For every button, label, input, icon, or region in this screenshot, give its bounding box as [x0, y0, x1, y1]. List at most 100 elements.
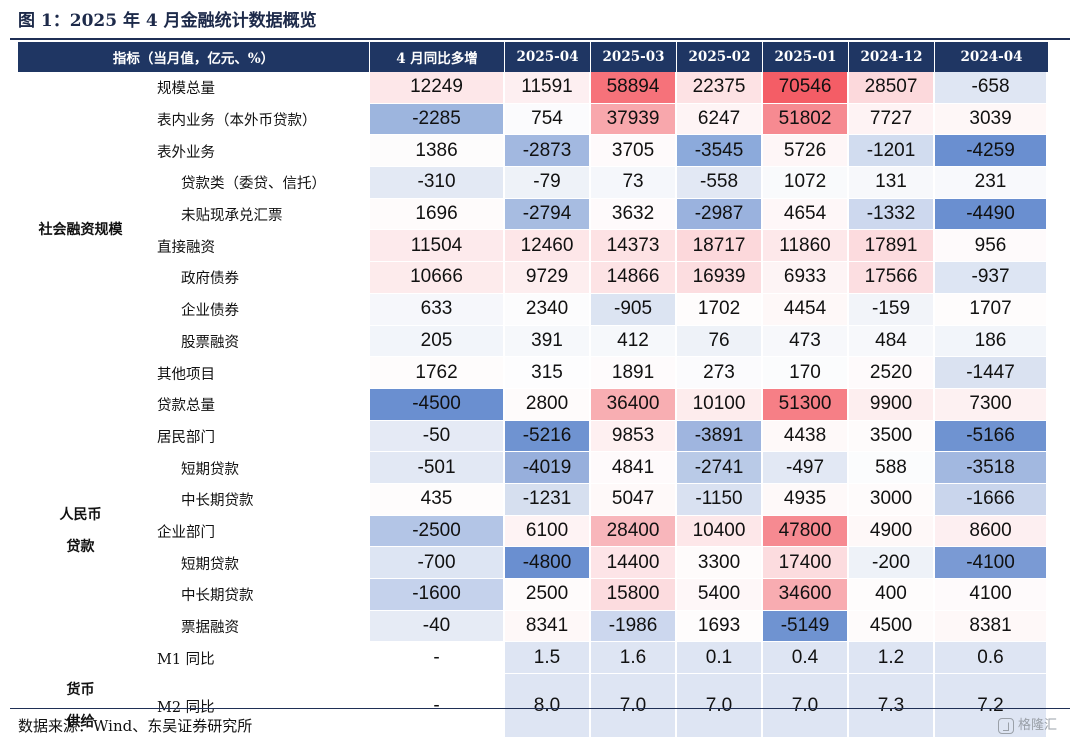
table-cell: 4654: [763, 198, 850, 231]
table-cell: 5047: [591, 483, 678, 516]
table-cell: -4800: [505, 547, 592, 579]
table-cell: 36400: [591, 388, 678, 421]
table-cell: -937: [935, 262, 1049, 294]
row-label: 贷款总量: [157, 398, 215, 415]
table-cell: 273: [677, 357, 764, 389]
table-cell: 1696: [370, 198, 506, 231]
table-cell: 435: [370, 483, 506, 516]
table-cell: 7.3: [849, 674, 936, 739]
table-row: 股票融资 205 391 412 76 473 484 186: [18, 325, 1049, 358]
table-cell: -4500: [370, 388, 506, 421]
table-cell: -310: [370, 167, 506, 199]
header-2025-03: 2025-03: [591, 42, 678, 72]
table-cell: 14373: [591, 230, 678, 263]
table-cell: 956: [935, 230, 1049, 263]
table-cell: -5166: [935, 420, 1049, 453]
bottom-rule: [10, 708, 1070, 709]
table-cell: -501: [370, 452, 506, 484]
table-cell: 2800: [505, 388, 592, 421]
table-cell: -3518: [935, 452, 1049, 484]
table-row: 未贴现承兑汇票 1696 -2794 3632 -2987 4654 -1332 -4490: [18, 198, 1049, 231]
table-cell: 7.2: [935, 674, 1049, 739]
row-group-label: 人民币 贷款: [59, 507, 102, 556]
table-cell: 1707: [935, 293, 1049, 326]
table-cell: 4900: [849, 515, 936, 548]
row-label: 短期贷款: [181, 461, 239, 478]
table-row: 货币 供给 M2 同比 -8.0 7.0 7.0 7.0 7.3 7.2: [18, 674, 1049, 739]
row-label: M1 同比: [157, 651, 215, 668]
table-row: 企业债券 633 2340 -905 1702 4454 -159 1707: [18, 293, 1049, 326]
table-cell: 754: [505, 103, 592, 136]
table-cell: 18717: [677, 230, 764, 263]
table-row: 短期贷款 -700 -4800 14400 3300 17400 -200 -4100: [18, 547, 1049, 579]
table-cell: -1986: [591, 610, 678, 643]
table-cell: 9729: [505, 262, 592, 294]
table-cell: 8600: [935, 515, 1049, 548]
table-cell: 22375: [677, 72, 764, 104]
top-rule: [10, 38, 1070, 40]
row-label: 未贴现承兑汇票: [181, 208, 283, 225]
table-cell: 4100: [935, 579, 1049, 611]
watermark-text: 格隆汇: [1018, 718, 1058, 733]
header-2025-04: 2025-04: [505, 42, 592, 72]
table-cell: 17400: [763, 547, 850, 579]
row-label: 政府债券: [181, 271, 239, 288]
table-row: 贷款类（委贷、信托） -310 -79 73 -558 1072 131 231: [18, 167, 1049, 199]
row-label: 表外业务: [157, 144, 215, 161]
table-cell: 70546: [763, 72, 850, 104]
table-cell: 5400: [677, 579, 764, 611]
table-cell: -: [370, 642, 506, 675]
row-label: 票据融资: [181, 620, 239, 637]
row-label: 短期贷款: [181, 556, 239, 573]
row-label: 中长期贷款: [181, 493, 254, 510]
row-label: 企业部门: [157, 524, 215, 541]
table-cell: 473: [763, 325, 850, 358]
table-cell: 6247: [677, 103, 764, 136]
table-cell: -2873: [505, 135, 592, 168]
table-cell: 400: [849, 579, 936, 611]
table-cell: 17566: [849, 262, 936, 294]
table-cell: 51802: [763, 103, 850, 136]
table-cell: 7.0: [677, 674, 764, 739]
table-cell: 8.0: [505, 674, 592, 739]
table-cell: 8381: [935, 610, 1049, 643]
table-cell: 170: [763, 357, 850, 389]
table-cell: 28507: [849, 72, 936, 104]
table-row: 表外业务 1386 -2873 3705 -3545 5726 -1201 -4259: [18, 135, 1049, 168]
header-yoy-increase: 4 月同比多增: [370, 42, 506, 72]
table-cell: 4500: [849, 610, 936, 643]
table-row: 短期贷款 -501 -4019 4841 -2741 -497 588 -3518: [18, 452, 1049, 484]
table-cell: 11591: [505, 72, 592, 104]
table-cell: 391: [505, 325, 592, 358]
table-row: 直接融资 11504 12460 14373 18717 11860 17891 956: [18, 230, 1049, 263]
row-label: 企业债券: [181, 303, 239, 320]
table-cell: 1.6: [591, 642, 678, 675]
table-cell: 73: [591, 167, 678, 199]
table-cell: 6933: [763, 262, 850, 294]
table-cell: -4259: [935, 135, 1049, 168]
table-cell: -1600: [370, 579, 506, 611]
table-cell: 0.4: [763, 642, 850, 675]
table-cell: 3632: [591, 198, 678, 231]
table-cell: 131: [849, 167, 936, 199]
table-cell: 37939: [591, 103, 678, 136]
figure-title: 图 1：2025 年 4 月金融统计数据概览: [18, 11, 317, 31]
table-cell: 7300: [935, 388, 1049, 421]
table-cell: 47800: [763, 515, 850, 548]
row-label: 其他项目: [157, 366, 215, 383]
table-cell: -79: [505, 167, 592, 199]
table-cell: 1.2: [849, 642, 936, 675]
table-cell: 4935: [763, 483, 850, 516]
table-cell: -2285: [370, 103, 506, 136]
table-cell: -1666: [935, 483, 1049, 516]
row-group-label: 货币 供给: [66, 682, 95, 731]
table-cell: 1693: [677, 610, 764, 643]
table-cell: 3039: [935, 103, 1049, 136]
table-cell: -1150: [677, 483, 764, 516]
table-cell: -50: [370, 420, 506, 453]
table-cell: 10400: [677, 515, 764, 548]
table-row: 其他项目 1762 315 1891 273 170 2520 -1447: [18, 357, 1049, 389]
watermark: 格隆汇: [998, 712, 1057, 740]
table-cell: 51300: [763, 388, 850, 421]
table-cell: 186: [935, 325, 1049, 358]
